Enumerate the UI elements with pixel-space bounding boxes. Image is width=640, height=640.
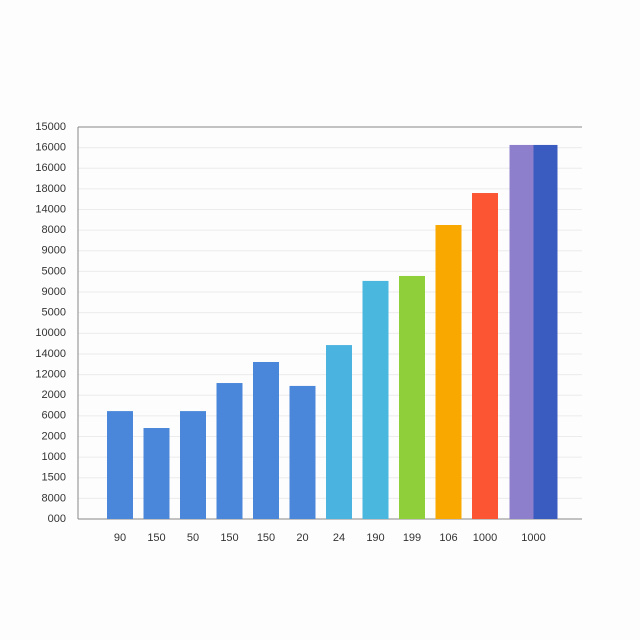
y-tick-label: 10000 xyxy=(35,327,66,339)
bar xyxy=(143,428,170,519)
bar xyxy=(435,225,462,519)
y-tick-label: 14000 xyxy=(35,203,66,215)
x-tick-label: 199 xyxy=(403,532,421,544)
y-tick-label: 1000 xyxy=(42,451,66,463)
y-tick-label: 9000 xyxy=(42,245,66,257)
y-tick-label: 6000 xyxy=(42,410,66,422)
x-tick-label: 20 xyxy=(296,532,308,544)
x-tick-label: 106 xyxy=(439,532,457,544)
x-tick-label: 150 xyxy=(220,532,238,544)
bar xyxy=(180,411,206,519)
x-tick-label: 150 xyxy=(147,532,165,544)
y-tick-label: 16000 xyxy=(35,142,66,154)
x-tick-label: 24 xyxy=(333,532,345,544)
y-tick-label: 12000 xyxy=(35,368,66,380)
y-tick-label: 1500 xyxy=(42,472,66,484)
x-tick-label: 50 xyxy=(187,532,199,544)
x-tick-label: 190 xyxy=(366,532,384,544)
bar xyxy=(472,193,498,519)
bar xyxy=(399,275,425,519)
y-tick-label: 14000 xyxy=(35,348,66,360)
y-tick-label: 16000 xyxy=(35,162,66,174)
x-tick-label: 90 xyxy=(114,532,126,544)
bar xyxy=(362,280,389,519)
bar xyxy=(289,385,316,519)
bar xyxy=(509,144,534,520)
bar xyxy=(326,345,352,519)
bar xyxy=(253,361,279,519)
y-tick-label: 5000 xyxy=(42,307,66,319)
bar xyxy=(533,144,558,520)
y-tick-label: 5000 xyxy=(42,265,66,277)
y-tick-label: 18000 xyxy=(35,183,66,195)
y-tick-label: 2000 xyxy=(42,389,66,401)
x-tick-label: 150 xyxy=(257,532,275,544)
y-tick-label: 8000 xyxy=(42,492,66,504)
y-tick-label: 8000 xyxy=(42,224,66,236)
bar xyxy=(107,411,133,519)
x-tick-label: 1000 xyxy=(473,532,497,544)
y-tick-label: 9000 xyxy=(42,286,66,298)
y-tick-label: 15000 xyxy=(35,121,66,133)
x-tick-label: 1000 xyxy=(521,532,545,544)
y-tick-label: 2000 xyxy=(42,430,66,442)
bar xyxy=(216,383,243,519)
y-tick-label: 000 xyxy=(48,513,66,525)
